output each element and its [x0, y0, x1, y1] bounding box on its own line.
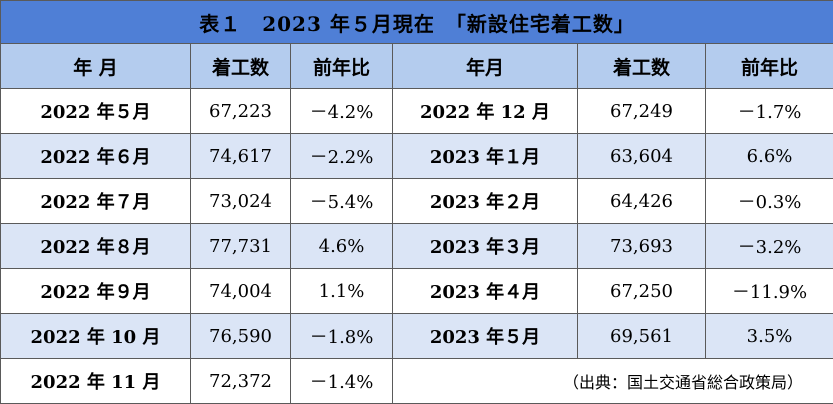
- table-title: 表１ 2023 年５月現在 「新設住宅着工数」: [1, 1, 833, 44]
- starts-cell: 63,604: [578, 134, 706, 179]
- yoy-cell: －1.4%: [291, 359, 393, 404]
- starts-cell: 77,731: [191, 224, 291, 269]
- header-month-left: 年 月: [1, 44, 191, 89]
- month-cell: 2022 年 11 月: [1, 359, 191, 404]
- starts-cell: 69,561: [578, 314, 706, 359]
- header-month-right: 年月: [393, 44, 578, 89]
- starts-cell: 73,024: [191, 179, 291, 224]
- yoy-cell: －2.2%: [291, 134, 393, 179]
- header-starts-right: 着工数: [578, 44, 706, 89]
- yoy-cell: 4.6%: [291, 224, 393, 269]
- yoy-cell: 6.6%: [706, 134, 833, 179]
- yoy-cell: 3.5%: [706, 314, 833, 359]
- month-cell: 2022 年５月: [1, 89, 191, 134]
- starts-cell: 73,693: [578, 224, 706, 269]
- starts-cell: 74,004: [191, 269, 291, 314]
- starts-cell: 74,617: [191, 134, 291, 179]
- yoy-cell: －3.2%: [706, 224, 833, 269]
- yoy-cell: －11.9%: [706, 269, 833, 314]
- month-cell: 2022 年６月: [1, 134, 191, 179]
- month-cell: 2023 年３月: [393, 224, 578, 269]
- header-row: 年 月 着工数 前年比 年月 着工数 前年比: [1, 44, 833, 89]
- table-row: 2022 年 11 月 72,372 －1.4% （出典：国土交通省総合政策局）: [1, 359, 833, 404]
- month-cell: 2022 年８月: [1, 224, 191, 269]
- month-cell: 2023 年１月: [393, 134, 578, 179]
- starts-cell: 67,249: [578, 89, 706, 134]
- month-cell: 2023 年５月: [393, 314, 578, 359]
- table-row: 2022 年８月 77,731 4.6% 2023 年３月 73,693 －3.…: [1, 224, 833, 269]
- header-starts-left: 着工数: [191, 44, 291, 89]
- source-note: （出典：国土交通省総合政策局）: [393, 359, 833, 404]
- header-yoy-left: 前年比: [291, 44, 393, 89]
- starts-cell: 67,223: [191, 89, 291, 134]
- yoy-cell: －0.3%: [706, 179, 833, 224]
- table-row: 2022 年７月 73,024 －5.4% 2023 年２月 64,426 －0…: [1, 179, 833, 224]
- yoy-cell: －1.7%: [706, 89, 833, 134]
- yoy-cell: －1.8%: [291, 314, 393, 359]
- month-cell: 2023 年４月: [393, 269, 578, 314]
- yoy-cell: －5.4%: [291, 179, 393, 224]
- month-cell: 2023 年２月: [393, 179, 578, 224]
- title-row: 表１ 2023 年５月現在 「新設住宅着工数」: [1, 1, 833, 44]
- month-cell: 2022 年 12 月: [393, 89, 578, 134]
- table-row: 2022 年６月 74,617 －2.2% 2023 年１月 63,604 6.…: [1, 134, 833, 179]
- month-cell: 2022 年７月: [1, 179, 191, 224]
- yoy-cell: 1.1%: [291, 269, 393, 314]
- starts-cell: 72,372: [191, 359, 291, 404]
- table-row: 2022 年５月 67,223 －4.2% 2022 年 12 月 67,249…: [1, 89, 833, 134]
- yoy-cell: －4.2%: [291, 89, 393, 134]
- table-row: 2022 年 10 月 76,590 －1.8% 2023 年５月 69,561…: [1, 314, 833, 359]
- starts-cell: 67,250: [578, 269, 706, 314]
- starts-cell: 76,590: [191, 314, 291, 359]
- header-yoy-right: 前年比: [706, 44, 833, 89]
- month-cell: 2022 年 10 月: [1, 314, 191, 359]
- table-row: 2022 年９月 74,004 1.1% 2023 年４月 67,250 －11…: [1, 269, 833, 314]
- starts-cell: 64,426: [578, 179, 706, 224]
- month-cell: 2022 年９月: [1, 269, 191, 314]
